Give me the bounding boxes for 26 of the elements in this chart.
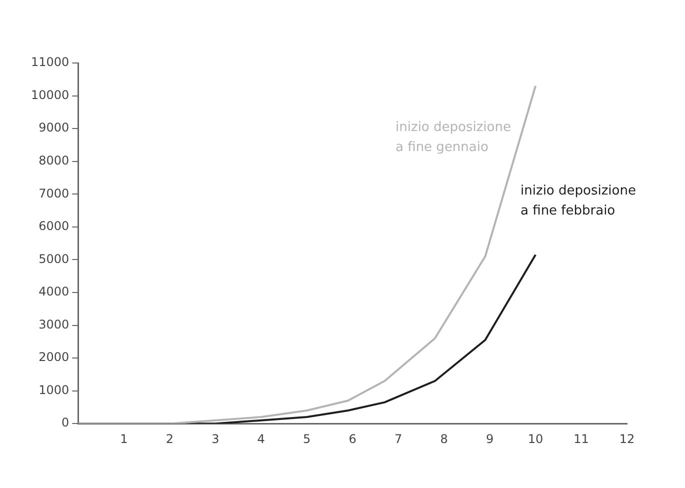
y-tick-label: 8000 [38, 153, 70, 168]
x-tick-label: 1 [120, 432, 128, 446]
y-tick-label: 2000 [38, 350, 70, 364]
x-tick-label: 12 [619, 432, 635, 446]
text: inizio deposizione a fine febbraio [520, 184, 636, 219]
x-tick-label: 10 [528, 432, 544, 446]
y-tick-label: 10000 [30, 88, 70, 102]
y-tick-label: 6000 [38, 219, 70, 234]
y-tick-label: 7000 [38, 186, 70, 200]
x-tick-label: 7 [394, 432, 402, 446]
y-tick-label: 3000 [38, 317, 70, 332]
x-tick-label: 11 [574, 432, 589, 446]
y-tick-label: 11000 [30, 55, 70, 70]
x-tick-label: 5 [303, 432, 311, 446]
x-tick-label: 9 [486, 432, 494, 446]
y-tick-label: 4000 [38, 284, 70, 299]
y-tick-label: 9000 [38, 120, 70, 135]
x-tick-label: 8 [440, 432, 448, 446]
y-tick-label: 5000 [38, 252, 70, 266]
y-tick-label: 0 [62, 416, 70, 430]
x-tick-label: 3 [212, 432, 220, 446]
y-tick-label: 1000 [38, 382, 70, 397]
series-label: inizio deposizione a fine gennaio [396, 120, 511, 155]
x-tick-label: 2 [166, 432, 174, 446]
x-tick-label: 6 [348, 432, 356, 446]
x-tick-label: 4 [257, 432, 265, 446]
